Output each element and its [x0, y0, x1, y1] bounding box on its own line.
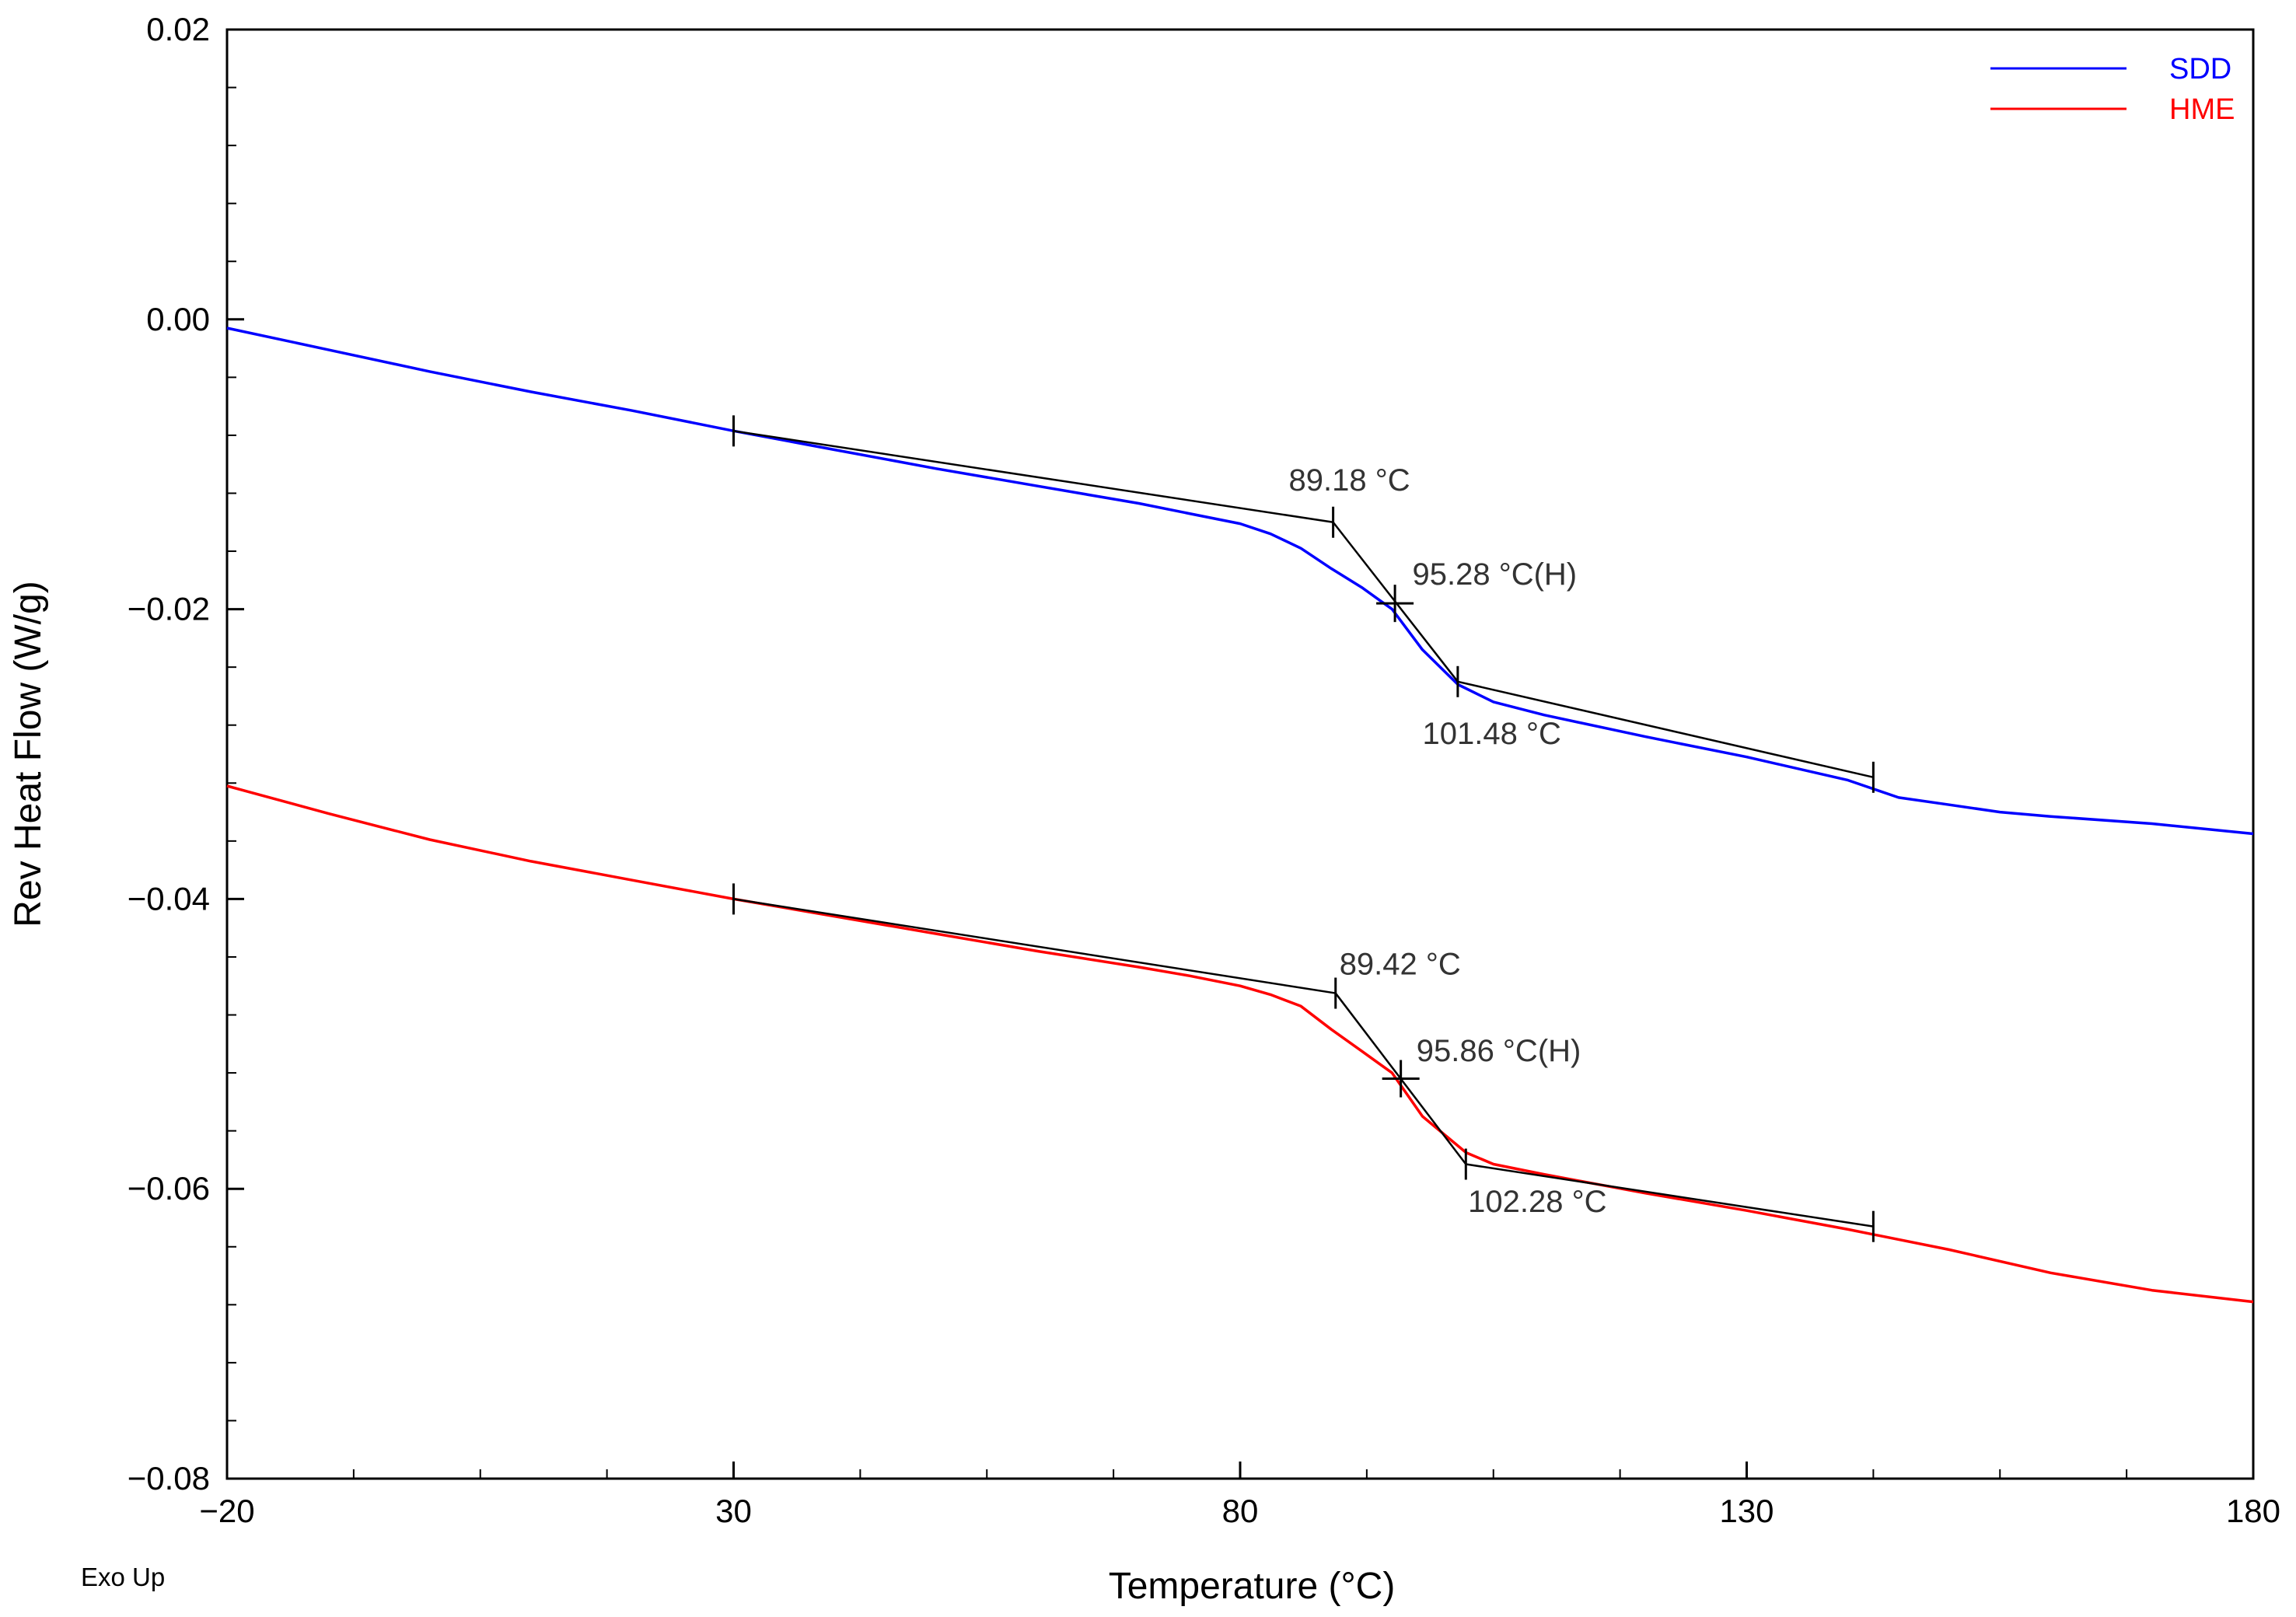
transition-label-sdd: 89.18 °C [1289, 463, 1410, 498]
tangent-line-sdd [1457, 680, 1874, 779]
transition-label-hme: 102.28 °C [1468, 1185, 1606, 1219]
analysis-layer: 89.18 °C 95.28 °C(H) 101.48 °C 89.42 °C 95.8… [732, 415, 1875, 1242]
y-tick-label: −0.06 [128, 1170, 210, 1207]
x-tick-label: 130 [1719, 1493, 1774, 1529]
x-tick-label: 30 [715, 1493, 752, 1529]
y-axis-label: Rev Heat Flow (W/g) [8, 581, 49, 927]
y-tick-label: 0.02 [146, 11, 210, 47]
transition-label-hme: 89.42 °C [1340, 947, 1461, 981]
legend: SDD HME [1990, 53, 2235, 126]
series-line-sdd [226, 327, 2254, 836]
exo-up-note: Exo Up [81, 1563, 165, 1591]
tangent-line-hme [1466, 1163, 1874, 1228]
tangent-line-sdd [733, 430, 1333, 523]
tick-labels: −20 30 80 130 180 0.02 0.00 −0.02 −0.04 −0.06 −0.0… [128, 11, 2280, 1529]
x-tick-label: 180 [2226, 1493, 2280, 1529]
x-tick-label: −20 [199, 1493, 254, 1529]
series-line-hme [226, 784, 2254, 1304]
transition-label-sdd: 101.48 °C [1423, 717, 1561, 751]
legend-label-sdd: SDD [2169, 53, 2231, 86]
legend-label-hme: HME [2169, 93, 2235, 126]
y-tick-label: −0.02 [128, 591, 210, 627]
transition-label-sdd: 95.28 °C(H) [1413, 557, 1578, 592]
x-tick-label: 80 [1222, 1493, 1259, 1529]
series-layer [226, 327, 2254, 1304]
y-tick-label: 0.00 [146, 301, 210, 337]
tangent-line-hme [733, 898, 1336, 994]
transition-label-hme: 95.86 °C(H) [1417, 1034, 1581, 1068]
plot-frame [225, 28, 2255, 1480]
y-tick-label: −0.04 [128, 880, 210, 917]
x-axis-label: Temperature (°C) [1109, 1566, 1396, 1607]
major-ticks [225, 28, 2255, 1480]
y-tick-label: −0.08 [128, 1460, 210, 1497]
